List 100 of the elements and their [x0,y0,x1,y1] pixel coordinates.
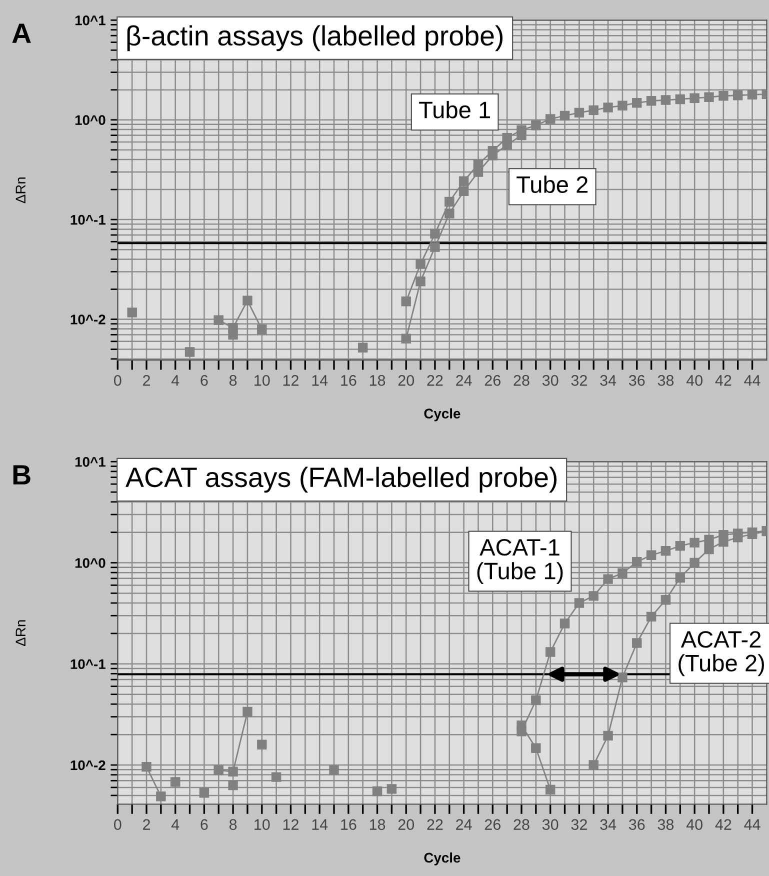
point [718,536,728,547]
point [488,150,498,160]
y-tick-label: 10^-2 [70,760,106,770]
x-tick-label: 14 [312,819,328,830]
point [257,740,267,750]
x-tick-label: 30 [542,819,558,830]
x-tick-label: 20 [398,819,414,830]
y-tick-label: 10^-1 [70,659,106,670]
point [444,196,454,207]
point [632,638,642,648]
point [214,765,224,775]
point [560,110,570,121]
x-tick-label: 10 [254,819,270,830]
point [430,228,440,239]
annotation: ACAT-1 (Tube 1) [477,538,563,584]
x-tick-label: 0 [114,375,122,386]
point [228,330,238,340]
point [660,594,671,605]
x-tick-label: 8 [229,375,237,386]
point [516,720,526,730]
point [416,259,426,269]
x-tick-label: 8 [229,819,237,830]
point [199,788,210,798]
point [214,315,224,325]
point [516,130,526,140]
x-tick-label: 16 [341,819,356,830]
point [732,532,743,542]
point [372,786,382,796]
point [603,102,613,112]
point [257,324,267,334]
text: B [13,465,30,484]
x-tick-label: 40 [686,375,702,386]
point [271,772,282,782]
point [416,276,426,286]
x-tick-label: 34 [600,819,616,830]
x-tick-label: 0 [114,819,122,830]
x-tick-label: 30 [542,375,558,386]
point [531,120,541,130]
point [560,618,570,628]
point [531,743,541,753]
point [358,342,368,352]
point [588,591,598,601]
point [184,347,195,357]
point [704,92,714,102]
x-tick-label: 10 [254,375,270,386]
x-tick-label: 6 [200,375,208,386]
point [675,94,686,104]
x-tick-label: 28 [514,819,530,830]
x-tick-label: 14 [312,375,328,386]
point [704,534,714,545]
point [660,546,671,556]
point [444,208,454,218]
x-axis-title: Cycle [424,852,460,866]
point [618,568,628,578]
x-tick-label: 22 [427,375,443,386]
point [458,186,469,196]
point [329,765,339,775]
y-tick-label: 10^1 [75,456,106,467]
point [732,90,743,100]
point [646,96,656,106]
point [127,308,137,318]
x-tick-label: 36 [628,819,645,830]
x-tick-label: 4 [171,375,180,386]
point [632,557,642,567]
point [632,98,642,108]
point [660,95,671,105]
point [574,108,584,118]
point [242,706,252,717]
point [675,540,686,551]
annotation: Tube 1 [419,101,490,118]
point [386,784,397,794]
x-tick-label: 34 [600,375,616,386]
x-tick-label: 16 [341,375,356,386]
x-axis-title: Cycle [424,408,460,422]
point [603,574,613,584]
x-tick-label: 22 [427,819,443,830]
y-axis-title: ΔRn [16,620,26,646]
point [718,91,728,101]
point [675,572,686,583]
x-tick-label: 12 [283,375,298,386]
point [531,695,541,706]
point [545,114,556,124]
point [142,762,152,772]
y-axis-title: ΔRn [16,177,26,204]
y-tick-label: 10^-2 [70,314,106,324]
x-tick-label: 44 [744,819,760,830]
x-tick-label: 2 [143,819,150,830]
x-tick-label: 18 [370,819,386,830]
point [545,647,556,657]
point [690,558,700,568]
point [458,176,469,186]
annotation: ACAT-2 (Tube 2) [678,631,764,676]
x-tick-label: 20 [398,375,414,386]
x-tick-label: 38 [658,819,674,830]
point [747,90,758,100]
point [646,550,656,560]
x-tick-label: 24 [456,375,472,386]
x-tick-label: 40 [686,819,702,830]
point [704,544,714,554]
x-tick-label: 26 [484,819,500,830]
